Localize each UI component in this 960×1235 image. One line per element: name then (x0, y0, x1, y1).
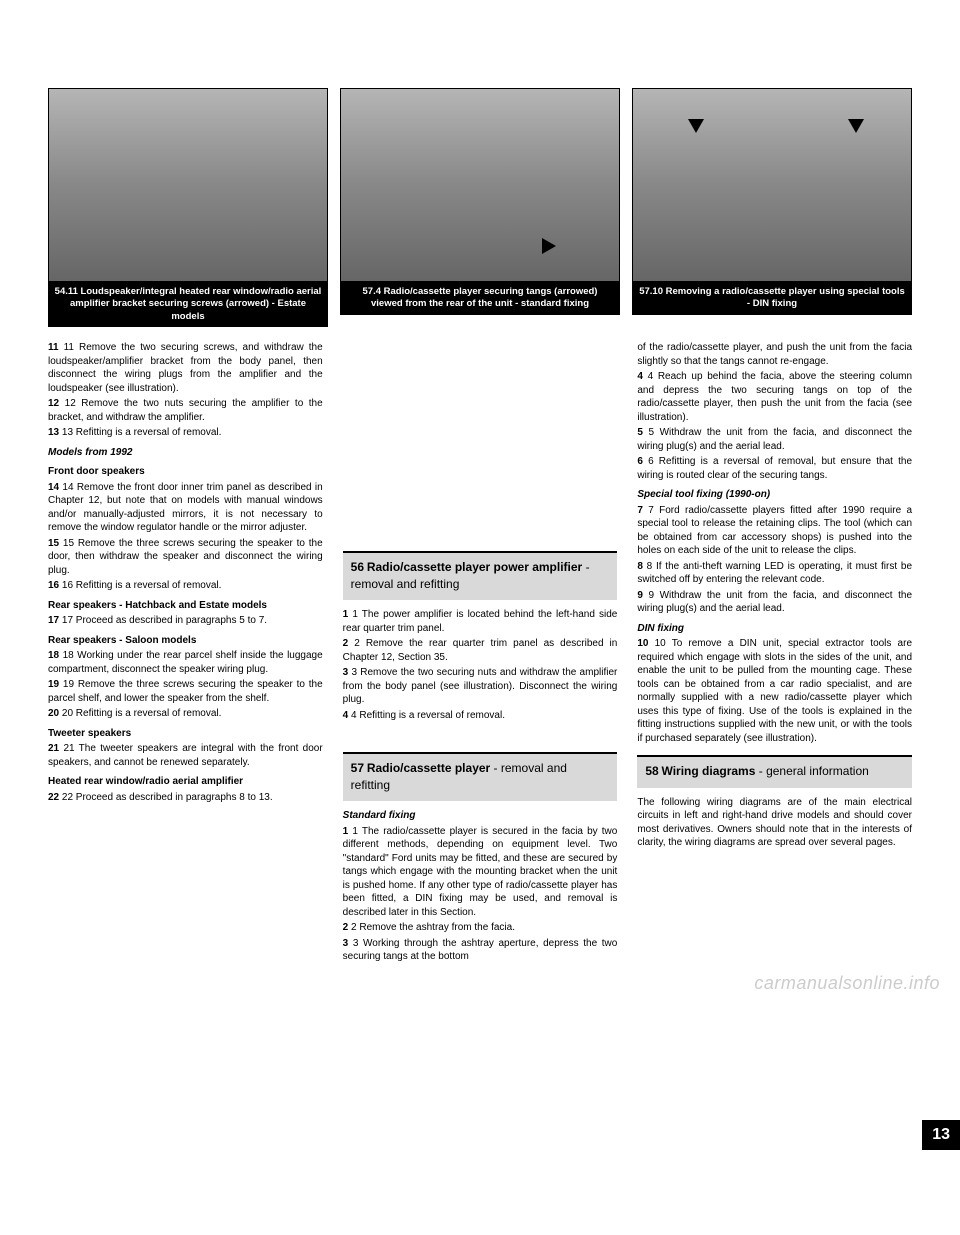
column-2: 56 Radio/cassette player power amplifier… (343, 341, 618, 966)
step: 2 2 Remove the rear quarter trim panel a… (343, 637, 618, 664)
text: 21 The tweeter speakers are integral wit… (48, 743, 323, 768)
text: 7 Ford radio/cassette players fitted aft… (637, 505, 912, 557)
figure-caption-center: 57.4 Radio/cassette player securing tang… (340, 282, 620, 315)
step: 4 4 Reach up behind the facia, above the… (637, 370, 912, 424)
subheading: Rear speakers - Hatchback and Estate mod… (48, 599, 323, 613)
text: 10 To remove a DIN unit, special extract… (637, 638, 912, 744)
step: 15 15 Remove the three screws securing t… (48, 537, 323, 578)
step: 8 8 If the anti-theft warning LED is ope… (637, 560, 912, 587)
subheading: DIN fixing (637, 622, 912, 636)
step: 9 9 Withdraw the unit from the facia, an… (637, 589, 912, 616)
step: 21 21 The tweeter speakers are integral … (48, 742, 323, 769)
text: 2 Remove the ashtray from the facia. (351, 922, 515, 933)
subheading: Heated rear window/radio aerial amplifie… (48, 775, 323, 789)
step: 13 13 Refitting is a reversal of removal… (48, 426, 323, 440)
step: 1 1 The power amplifier is located behin… (343, 608, 618, 635)
text: 5 Withdraw the unit from the facia, and … (637, 427, 912, 452)
text: 9 Withdraw the unit from the facia, and … (637, 590, 912, 615)
section-sub: - general information (755, 764, 868, 778)
text: 15 Remove the three screws securing the … (48, 538, 323, 576)
step: 19 19 Remove the three screws securing t… (48, 678, 323, 705)
section-number: 57 (351, 761, 364, 775)
figure-right: 57.10 Removing a radio/cassette player u… (632, 88, 912, 327)
figure-image-right (632, 88, 912, 282)
step: 16 16 Refitting is a reversal of removal… (48, 579, 323, 593)
section-title: Radio/cassette player power amplifier (367, 560, 582, 574)
text: 19 Remove the three screws securing the … (48, 679, 323, 704)
text: 17 Proceed as described in paragraphs 5 … (62, 615, 267, 626)
step: 18 18 Working under the rear parcel shel… (48, 649, 323, 676)
text: 18 Working under the rear parcel shelf i… (48, 650, 323, 675)
text: 11 Remove the two securing screws, and w… (48, 342, 323, 394)
subheading: Rear speakers - Saloon models (48, 634, 323, 648)
subheading: Front door speakers (48, 465, 323, 479)
step: 2 2 Remove the ashtray from the facia. (343, 921, 618, 935)
figure-row: 54.11 Loudspeaker/integral heated rear w… (48, 88, 912, 327)
figure-left: 54.11 Loudspeaker/integral heated rear w… (48, 88, 328, 327)
step: 6 6 Refitting is a reversal of removal, … (637, 455, 912, 482)
section-title: Wiring diagrams (661, 764, 755, 778)
text: 20 Refitting is a reversal of removal. (62, 708, 222, 719)
text: 2 Remove the rear quarter trim panel as … (343, 638, 618, 663)
text: 6 Refitting is a reversal of removal, bu… (637, 456, 912, 481)
text: 14 Remove the front door inner trim pane… (48, 482, 323, 534)
text: 3 Remove the two securing nuts and withd… (343, 667, 618, 705)
text: 12 Remove the two nuts securing the ampl… (48, 398, 323, 423)
step: 3 3 Working through the ashtray aperture… (343, 937, 618, 964)
section-number: 58 (645, 764, 658, 778)
text: 13 Refitting is a reversal of removal. (62, 427, 222, 438)
figure-caption-right: 57.10 Removing a radio/cassette player u… (632, 282, 912, 315)
figure-caption-left: 54.11 Loudspeaker/integral heated rear w… (48, 282, 328, 327)
subheading: Tweeter speakers (48, 727, 323, 741)
step: 3 3 Remove the two securing nuts and wit… (343, 666, 618, 707)
subheading: Special tool fixing (1990-on) (637, 488, 912, 502)
column-3: of the radio/cassette player, and push t… (637, 341, 912, 966)
text: 8 If the anti-theft warning LED is opera… (637, 561, 912, 586)
text: 16 Refitting is a reversal of removal. (62, 580, 222, 591)
text: 1 The radio/cassette player is secured i… (343, 826, 618, 918)
section-title: Radio/cassette player (367, 761, 490, 775)
section-box-58: 58 Wiring diagrams - general information (637, 755, 912, 788)
section-box-57: 57 Radio/cassette player - removal and r… (343, 752, 618, 801)
figure-image-left (48, 88, 328, 282)
content-columns: 11 11 Remove the two securing screws, an… (48, 341, 912, 966)
text: 3 Working through the ashtray aperture, … (343, 938, 618, 963)
text: 1 The power amplifier is located behind … (343, 609, 618, 634)
step: 17 17 Proceed as described in paragraphs… (48, 614, 323, 628)
step: 20 20 Refitting is a reversal of removal… (48, 707, 323, 721)
step: 22 22 Proceed as described in paragraphs… (48, 791, 323, 805)
watermark: carmanualsonline.info (754, 973, 940, 994)
page-tab: 13 (922, 1120, 960, 1150)
subheading: Standard fixing (343, 809, 618, 823)
section-number: 56 (351, 560, 364, 574)
text: 22 Proceed as described in paragraphs 8 … (62, 792, 273, 803)
step: 5 5 Withdraw the unit from the facia, an… (637, 426, 912, 453)
column-1: 11 11 Remove the two securing screws, an… (48, 341, 323, 966)
text: 4 Refitting is a reversal of removal. (351, 710, 505, 721)
step: 10 10 To remove a DIN unit, special extr… (637, 637, 912, 745)
step: 4 4 Refitting is a reversal of removal. (343, 709, 618, 723)
text: The following wiring diagrams are of the… (637, 796, 912, 850)
step: 14 14 Remove the front door inner trim p… (48, 481, 323, 535)
text: of the radio/cassette player, and push t… (637, 341, 912, 368)
subheading: Models from 1992 (48, 446, 323, 460)
step: 1 1 The radio/cassette player is secured… (343, 825, 618, 920)
text: 4 Reach up behind the facia, above the s… (637, 371, 912, 423)
manual-page: 54.11 Loudspeaker/integral heated rear w… (0, 0, 960, 1006)
section-box-56: 56 Radio/cassette player power amplifier… (343, 551, 618, 600)
step: 7 7 Ford radio/cassette players fitted a… (637, 504, 912, 558)
step: 12 12 Remove the two nuts securing the a… (48, 397, 323, 424)
figure-center: 57.4 Radio/cassette player securing tang… (340, 88, 620, 327)
figure-image-center (340, 88, 620, 282)
step: 11 11 Remove the two securing screws, an… (48, 341, 323, 395)
